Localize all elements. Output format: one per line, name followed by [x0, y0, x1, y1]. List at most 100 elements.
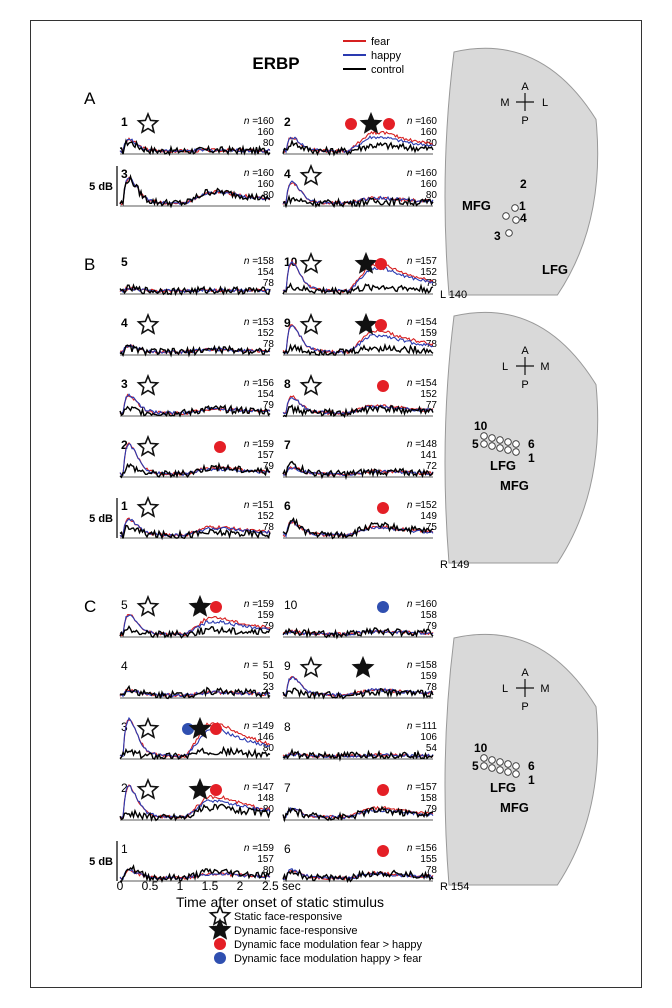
panel-B-3-n-1: 154 — [257, 389, 274, 400]
panel-A-1-trace-control — [119, 138, 271, 157]
panel-A-3-trace-happy — [119, 176, 271, 206]
brain-C-contact-label: 6 — [528, 759, 535, 773]
panel-C-6-n-1: 155 — [420, 854, 437, 865]
brain-B-region-MFG: MFG — [500, 478, 529, 493]
panel-C-4-n-0: 51 — [263, 660, 275, 671]
panel-B-3-marker-open-star — [136, 373, 160, 396]
section-label-A: A — [84, 89, 96, 108]
brain-C-contact — [496, 766, 504, 774]
scale-bar-label-A: 5 dB — [89, 181, 113, 193]
panel-C-6-n-prefix: n = — [407, 843, 421, 854]
panel-B-1-trace-fear — [119, 517, 271, 538]
panel-C-5-n-0: 159 — [257, 599, 274, 610]
panel-A-2-n-1: 160 — [420, 127, 437, 138]
panel-C-5-trace-happy — [119, 614, 271, 637]
legend-marker-blue-dot — [214, 952, 226, 964]
panel-C-6-n-0: 156 — [420, 843, 437, 854]
brain-B-orient-bottom: P — [521, 379, 528, 391]
panel-B-10-trace-control — [282, 282, 434, 296]
panel-B-10-marker-filled-star — [354, 251, 378, 274]
panel-C-2-n-0: 147 — [257, 782, 274, 793]
panel-A-2-marker-red-dot — [345, 118, 357, 130]
panel-C-1-n-prefix: n = — [244, 843, 258, 854]
brain-B-contact — [504, 438, 512, 446]
panel-B-10-n-0: 157 — [420, 256, 437, 267]
x-tick-label: 0 — [117, 879, 124, 893]
panel-C-6-electrode-label: 6 — [284, 842, 291, 856]
brain-B-surface — [444, 311, 599, 564]
panel-B-10-electrode-label: 10 — [284, 255, 298, 269]
scale-bar-label-C: 5 dB — [89, 856, 113, 868]
brain-C-label: R 154 — [440, 881, 469, 893]
panel-C-7-marker-red-dot — [377, 784, 389, 796]
panel-A-1-n-prefix: n = — [244, 116, 258, 127]
panel-C-5-marker-red-dot — [210, 601, 222, 613]
panel-B-6-trace-control — [282, 516, 434, 540]
panel-B-4-n-2: 78 — [263, 339, 275, 350]
panel-C-2-marker-filled-star — [188, 777, 212, 800]
panel-C-10-electrode-label: 10 — [284, 598, 298, 612]
panel-B-4-trace-control — [119, 344, 271, 358]
panel-A-2-marker-filled-star — [359, 111, 383, 134]
panel-C-3-electrode-label: 3 — [121, 720, 128, 734]
panel-B-6-marker-red-dot — [377, 502, 389, 514]
panel-C-8-trace-control — [282, 747, 434, 762]
panel-B-8-n-1: 152 — [420, 389, 437, 400]
brain-C-contact — [512, 762, 520, 770]
panel-B-10-n-prefix: n = — [407, 256, 421, 267]
legend-marker-label: Dynamic face modulation fear > happy — [234, 939, 423, 951]
brain-C-orient-left: L — [502, 683, 508, 695]
panel-C-2-electrode-label: 2 — [121, 781, 128, 795]
brain-B-contact — [512, 448, 520, 456]
panel-C-2-marker-red-dot — [210, 784, 222, 796]
panel-C-9-marker-filled-star — [351, 655, 375, 678]
figure-title: ERBP — [252, 54, 299, 73]
panel-B-7-n-1: 141 — [420, 450, 437, 461]
x-tick-label: 1 — [177, 879, 184, 893]
panel-C-1-trace-control — [119, 864, 271, 883]
brain-A-region-LFG: LFG — [542, 262, 568, 277]
panel-C-1-n-0: 159 — [257, 843, 274, 854]
panel-B-9-electrode-label: 9 — [284, 316, 291, 330]
panel-C-5-trace-control — [119, 625, 271, 639]
panel-B-5-n-1: 154 — [257, 267, 274, 278]
panel-B-5-n-0: 158 — [257, 256, 274, 267]
panel-B-9-n-prefix: n = — [407, 317, 421, 328]
brain-A-contact — [512, 216, 520, 224]
panel-C-5-marker-filled-star — [188, 594, 212, 617]
x-tick-label: 1.5 — [202, 879, 219, 893]
brain-A-orient-left: M — [500, 97, 509, 109]
panel-C-5-n-2: 79 — [263, 621, 275, 632]
panel-B-8-n-0: 154 — [420, 378, 437, 389]
panel-A-3-electrode-label: 3 — [121, 167, 128, 181]
panel-B-5-n-prefix: n = — [244, 256, 258, 267]
panel-C-8-n-0: 111 — [422, 721, 438, 732]
brain-A-orient-right: L — [542, 97, 548, 109]
panel-B-2-n-0: 159 — [257, 439, 274, 450]
brain-C-contact-label: 1 — [528, 773, 535, 787]
panel-B-8-electrode-label: 8 — [284, 377, 291, 391]
brain-C-contact — [496, 758, 504, 766]
panel-B-3-n-prefix: n = — [244, 378, 258, 389]
panel-B-5-electrode-label: 5 — [121, 255, 128, 269]
brain-A-label: L 140 — [440, 289, 467, 301]
panel-B-1-electrode-label: 1 — [121, 499, 128, 513]
panel-C-7-n-0: 157 — [420, 782, 437, 793]
panel-B-6-n-0: 152 — [420, 500, 437, 511]
panel-C-5-marker-open-star — [136, 594, 160, 617]
panel-A-1-n-1: 160 — [257, 127, 274, 138]
panel-C-2-marker-open-star — [136, 777, 160, 800]
brain-C-region-MFG: MFG — [500, 800, 529, 815]
panel-B-2-marker-open-star — [136, 434, 160, 457]
panel-C-4-n-2: 23 — [263, 682, 275, 693]
brain-A-contact-label: 4 — [520, 211, 527, 225]
brain-C-contact — [504, 760, 512, 768]
panel-B-8-trace-control — [282, 404, 434, 419]
panel-B-1-n-2: 78 — [263, 522, 275, 533]
panel-C-3-marker-open-star — [136, 716, 160, 739]
panel-B-7-trace-control — [282, 460, 434, 481]
panel-C-1-n-1: 157 — [257, 854, 274, 865]
panel-C-3-n-2: 80 — [263, 743, 275, 754]
brain-A-contact-label: 2 — [520, 177, 527, 191]
